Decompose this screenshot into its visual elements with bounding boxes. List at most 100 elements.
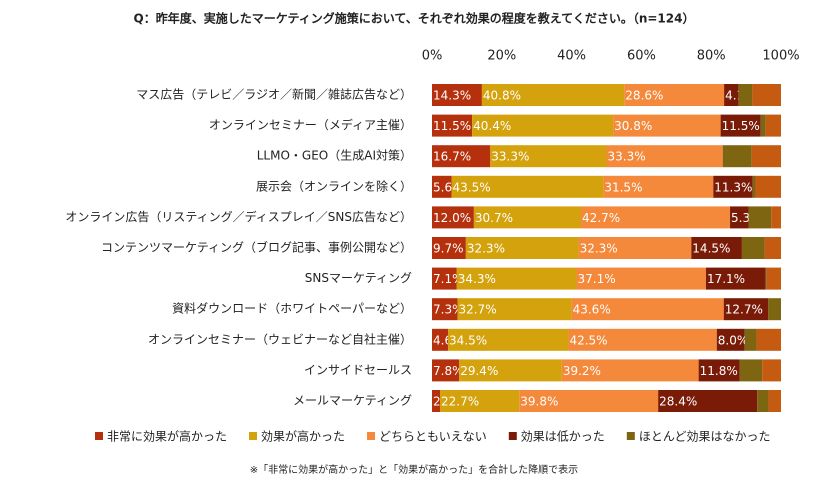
bar-segment <box>705 267 766 290</box>
bar-segment <box>723 298 769 321</box>
legend-label: 非常に効果が高かった <box>107 429 227 444</box>
bar-segment <box>752 175 756 198</box>
bar-segment <box>624 84 725 106</box>
bar-segment <box>481 84 625 106</box>
y-tick-label: 資料ダウンロード（ホワイトペーパーなど） <box>172 301 412 316</box>
legend-swatch <box>626 432 635 440</box>
bar-segment <box>757 390 769 412</box>
bar-segment <box>432 206 474 229</box>
value-label: 40.8% <box>483 89 521 103</box>
legend-swatch <box>367 432 376 440</box>
bar-segment <box>730 206 749 229</box>
bar-segment <box>603 175 714 198</box>
legend-label: どちらともいえない <box>379 430 487 444</box>
bar-segment <box>765 114 781 137</box>
y-tick-label: コンテンツマーケティング（ブログ記事、事例公開など） <box>101 240 412 255</box>
value-label: 33.3% <box>608 150 646 164</box>
bar-segment <box>752 84 781 106</box>
bar-segment <box>578 237 692 259</box>
bar-segment <box>760 114 766 137</box>
value-label: 8.0% <box>718 333 749 347</box>
x-tick-label: 40% <box>557 49 586 64</box>
y-tick-label: マス広告（テレビ／ラジオ／新聞／雑誌広告など） <box>136 87 412 102</box>
x-tick-label: 60% <box>627 49 656 64</box>
bar-segment <box>432 114 473 137</box>
bar-segment <box>744 328 757 351</box>
bar-segment <box>738 84 753 106</box>
bar-segment <box>448 328 569 351</box>
x-tick-label: 0% <box>422 49 443 64</box>
y-tick-label: メールマーケティング <box>293 394 412 408</box>
bar-segment <box>606 145 723 168</box>
legend-swatch <box>249 432 258 440</box>
bar-segment <box>561 359 699 382</box>
value-label: 12.7% <box>725 303 763 317</box>
x-tick-label: 100% <box>762 49 799 64</box>
bar-segment <box>451 175 604 198</box>
value-label: 11.5% <box>722 119 760 133</box>
bar-segment <box>457 298 572 321</box>
value-label: 22.7% <box>441 395 479 409</box>
bar-segment <box>432 390 441 412</box>
bar-segment <box>440 390 520 412</box>
y-tick-label: LLMO・GEO（生成AI対策） <box>257 149 412 163</box>
bar-segment <box>432 267 457 290</box>
bar-segment <box>472 114 614 137</box>
y-tick-label: SNSマーケティング <box>305 271 412 285</box>
value-label: 11.3% <box>714 180 752 194</box>
value-label: 32.3% <box>467 242 505 256</box>
bar-segment <box>713 175 753 198</box>
value-label: 34.3% <box>458 272 496 286</box>
bar-segment <box>519 390 659 412</box>
bar-segment <box>465 237 579 259</box>
bar-segment <box>756 328 781 351</box>
bar-segment <box>691 237 742 259</box>
bar-segment <box>755 175 781 198</box>
bar-segment <box>459 359 562 382</box>
legend-label: 効果は低かった <box>521 429 605 444</box>
value-label: 32.3% <box>580 242 618 256</box>
bar-segment <box>765 267 767 290</box>
bar-segment <box>432 359 460 382</box>
bar-segment <box>658 390 758 412</box>
value-label: 28.6% <box>625 89 663 103</box>
legend-swatch <box>95 432 103 440</box>
bar-segment <box>568 328 717 351</box>
value-label: 12.0% <box>433 211 471 225</box>
bar-segment <box>716 328 745 351</box>
value-label: 7.8% <box>433 364 464 378</box>
value-label: 39.8% <box>520 395 558 409</box>
bar-segment <box>432 328 449 351</box>
value-label: 14.3% <box>433 89 471 103</box>
legend-label: 効果が高かった <box>261 429 345 444</box>
y-tick-label: オンラインセミナー（メディア主催） <box>209 117 412 132</box>
value-label: 11.8% <box>700 364 738 378</box>
bar-segment <box>581 206 731 229</box>
x-tick-label: 80% <box>697 49 726 64</box>
value-label: 28.4% <box>659 395 697 409</box>
value-label: 40.4% <box>473 119 511 133</box>
footnote: ※「非常に効果が高かった」と「効果が高かった」を合計した降順で表示 <box>250 463 578 476</box>
bar-segment <box>764 237 781 259</box>
value-label: 16.7% <box>433 150 471 164</box>
bar-segment <box>751 145 781 168</box>
x-tick-label: 20% <box>487 49 516 64</box>
value-label: 14.5% <box>692 242 730 256</box>
bar-segment <box>724 84 739 106</box>
bar-segment <box>432 298 458 321</box>
value-label: 29.4% <box>460 364 498 378</box>
legend-swatch <box>508 432 517 440</box>
value-label: 43.5% <box>453 180 491 194</box>
bar-segment <box>741 237 765 259</box>
bar-segment <box>766 267 781 290</box>
bar-segment <box>722 145 752 168</box>
y-tick-label: オンラインセミナー（ウェビナーなど自社主催） <box>148 331 412 346</box>
bar-segment <box>576 267 706 290</box>
bar-segment <box>490 145 607 168</box>
bar-segment <box>768 390 781 412</box>
bar-segment <box>432 237 466 259</box>
bar-segment <box>473 206 582 229</box>
bar-segment <box>771 206 781 229</box>
bar-segment <box>720 114 761 137</box>
value-label: 17.1% <box>707 272 745 286</box>
